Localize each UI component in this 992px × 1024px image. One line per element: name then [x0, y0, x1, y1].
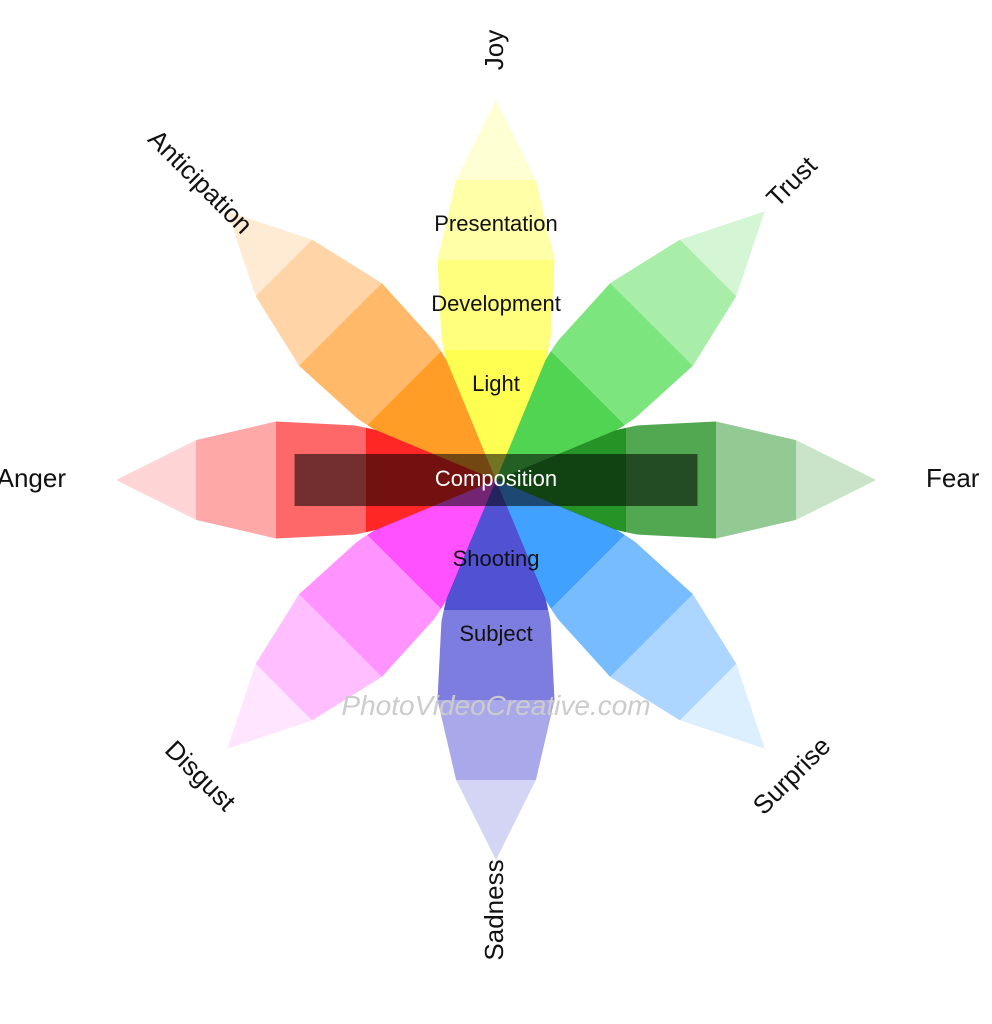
ring-label-1: Light: [472, 371, 520, 396]
petal-band-2: [196, 421, 276, 538]
petal-band-3: [116, 440, 196, 520]
petal-band-2: [716, 421, 796, 538]
petal-band-3: [796, 440, 876, 520]
emotion-label-anger: Anger: [0, 463, 66, 493]
emotion-wheel-diagram: Composition Light Development Presentation S…: [0, 0, 992, 1024]
ring-label-5: Subject: [459, 621, 532, 646]
emotion-label-sadness: Sadness: [479, 859, 509, 960]
petal-band-3: [456, 780, 536, 860]
emotion-label-trust: Trust: [760, 150, 823, 213]
emotion-label-fear: Fear: [926, 463, 980, 493]
emotion-label-anticipation: Anticipation: [142, 123, 258, 239]
ring-label-4: Shooting: [453, 546, 540, 571]
ring-label-2: Development: [431, 291, 561, 316]
ring-label-3: Presentation: [434, 211, 558, 236]
ring-label-0: Composition: [435, 466, 557, 491]
watermark: PhotoVideoCreative.com: [341, 690, 650, 721]
emotion-label-joy: Joy: [479, 30, 509, 70]
petal-band-3: [456, 100, 536, 180]
